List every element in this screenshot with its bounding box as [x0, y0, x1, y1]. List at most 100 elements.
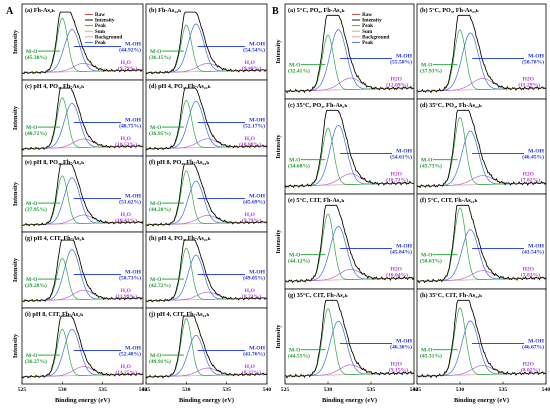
legend-entry: Sum [362, 29, 373, 35]
raw-intensity-line [416, 109, 547, 189]
mo-label: M-O [289, 158, 301, 164]
moh-label: M-OH [528, 338, 544, 344]
moh-value: (55.50%) [390, 58, 412, 65]
h2o-value: (7.82%) [521, 176, 540, 183]
h2o-value: (11.25%) [115, 369, 137, 376]
h2o-label: H2O [523, 361, 535, 367]
panel-frame [145, 79, 268, 157]
moh-label: M-OH [396, 53, 412, 59]
mo-value: (44.12%) [288, 258, 310, 265]
mo-label: M-O [26, 49, 38, 55]
h2o-value: (8.02%) [521, 366, 540, 373]
moh-value: (50.78%) [522, 58, 544, 65]
h2o-label: H2O [391, 361, 403, 367]
legend-entry: Intensity [362, 18, 382, 24]
moh-value: (48.75%) [119, 123, 141, 130]
panel-label: (j) pH 4, CIT, Fh-As₂₄ₕ [149, 311, 209, 318]
panel-A-3: (c) pH 4, PO₄, Fh-As₂ₕ M-O(40.72%) M-OH(48… [12, 79, 144, 157]
h2o-value: (9.79%) [118, 65, 137, 72]
moh-label: M-OH [528, 53, 544, 59]
mo-value: (42.72%) [149, 282, 171, 289]
moh-label: M-OH [249, 118, 265, 124]
mo-label: M-O [289, 253, 301, 259]
h2o-label: H₂O [121, 364, 132, 370]
h2o-label: H₂O [121, 212, 132, 218]
h2o-value: (10.88%) [239, 141, 261, 148]
y-axis-label: Intensity [12, 333, 19, 358]
moh-value: (45.69%) [243, 199, 265, 206]
moh-label: M-OH [528, 243, 544, 249]
mo-value: (40.72%) [25, 130, 47, 137]
panel-A-2: (b) Fh-As₂₄ₕ M-O(36.15%) M-OH(54.54%) H₂O(9… [145, 3, 268, 81]
x-tick-label: 540 [139, 387, 148, 393]
panel-frame [145, 231, 268, 309]
moh-label: M-OH [125, 346, 141, 352]
raw-intensity-line [416, 204, 547, 284]
x-tick-label: 535 [222, 387, 231, 393]
mo-label: M-O [289, 348, 301, 354]
panel-B-7: (g) 35°C, CIT, Fh-As₂ₕ M-O(44.55%) M-OH(46… [275, 288, 419, 393]
moh-label: M-OH [396, 338, 412, 344]
mo-value: (50.63%) [420, 258, 442, 265]
h2o-label: H2O [391, 171, 403, 177]
panel-frame [284, 288, 415, 385]
h2o-label: H₂O [245, 364, 256, 370]
panel-frame [145, 3, 268, 81]
raw-intensity-line [22, 239, 144, 303]
h2o-label: H₂O [245, 212, 256, 218]
group-letter-A: A [6, 6, 14, 17]
panel-A-5: (e) pH 8, PO₄, Fh-As₂ₕ M-O(37.95%) M-OH(51… [12, 155, 144, 233]
panel-label: (g) 35°C, CIT, Fh-As₂ₕ [288, 292, 348, 299]
raw-intensity-line [145, 163, 268, 227]
moh-value: (41.54%) [522, 248, 544, 255]
panel-label: (g) pH 4, CIT, Fh-As₂ₕ [25, 235, 85, 242]
mo-label: M-O [289, 63, 301, 69]
h2o-value: (10.04%) [386, 271, 408, 278]
h2o-value: (8.23%) [242, 293, 261, 300]
mo-value: (34.68%) [288, 163, 310, 170]
x-tick-label: 525 [413, 387, 422, 393]
moh-label: M-OH [249, 346, 265, 352]
legend-entry: Peak [95, 23, 106, 29]
x-tick-label: 525 [18, 387, 27, 393]
mo-label: M-O [150, 125, 162, 131]
panel-B-5: (e) 5°C, CIT, Fh-As₂ₕ M-O(44.12%) M-OH(45.… [275, 193, 415, 290]
mo-value: (44.28%) [149, 206, 171, 213]
raw-intensity-line [21, 315, 144, 379]
panel-label: (f) 5°C, CIT, Fh-As₂₄ₕ [420, 197, 478, 204]
mo-label: M-O [421, 158, 433, 164]
legend-entry: Sum [95, 29, 106, 35]
panel-B-2: (b) 5°C, PO₄, Fh-As₂₄ₕ M-O(37.93%) M-OH(50… [416, 3, 547, 100]
moh-value: (49.05%) [243, 275, 265, 282]
legend-entry: Raw [95, 12, 105, 18]
panel-frame [21, 307, 144, 385]
panel-B-3: (c) 35°C, PO₄, Fh-As₂ₕ M-O(34.68%) M-OH(54… [275, 98, 415, 195]
panel-label: (e) pH 8, PO₄, Fh-As₂ₕ [25, 159, 84, 166]
mo-value: (29.28%) [25, 282, 47, 289]
x-tick-label: 535 [367, 387, 376, 393]
moh-label: M-OH [249, 42, 265, 48]
mo-value: (37.93%) [420, 68, 442, 75]
y-axis-label: Intensity [12, 29, 19, 54]
raw-intensity-line [145, 87, 268, 151]
mo-label: M-O [26, 353, 38, 359]
panel-frame [21, 79, 144, 157]
panel-A-10: (j) pH 4, CIT, Fh-As₂₄ₕ M-O(49.91%) M-OH(4… [142, 307, 271, 393]
mo-label: M-O [150, 49, 162, 55]
moh-value: (45.84%) [390, 248, 412, 255]
x-tick-label: 540 [410, 387, 419, 393]
legend-entry: Raw [362, 12, 372, 18]
mo-label: M-O [421, 348, 433, 354]
panel-frame [416, 288, 547, 385]
panel-A-1: (a) Fh-As₂ₕ M-O(45.30%) M-OH(44.92%) H₂O(9.… [12, 3, 144, 81]
panel-label: (h) 35°C, CIT, Fh-As₂₄ₕ [420, 292, 482, 299]
mo-label: M-O [26, 201, 38, 207]
x-tick-label: 530 [58, 387, 67, 393]
panel-frame [416, 3, 547, 100]
y-axis-label: Intensity [12, 257, 19, 282]
moh-label: M-OH [249, 194, 265, 200]
raw-intensity-line [21, 87, 144, 151]
mo-label: M-O [150, 201, 162, 207]
h2o-label: H₂O [121, 60, 132, 66]
raw-intensity-line [145, 315, 268, 379]
